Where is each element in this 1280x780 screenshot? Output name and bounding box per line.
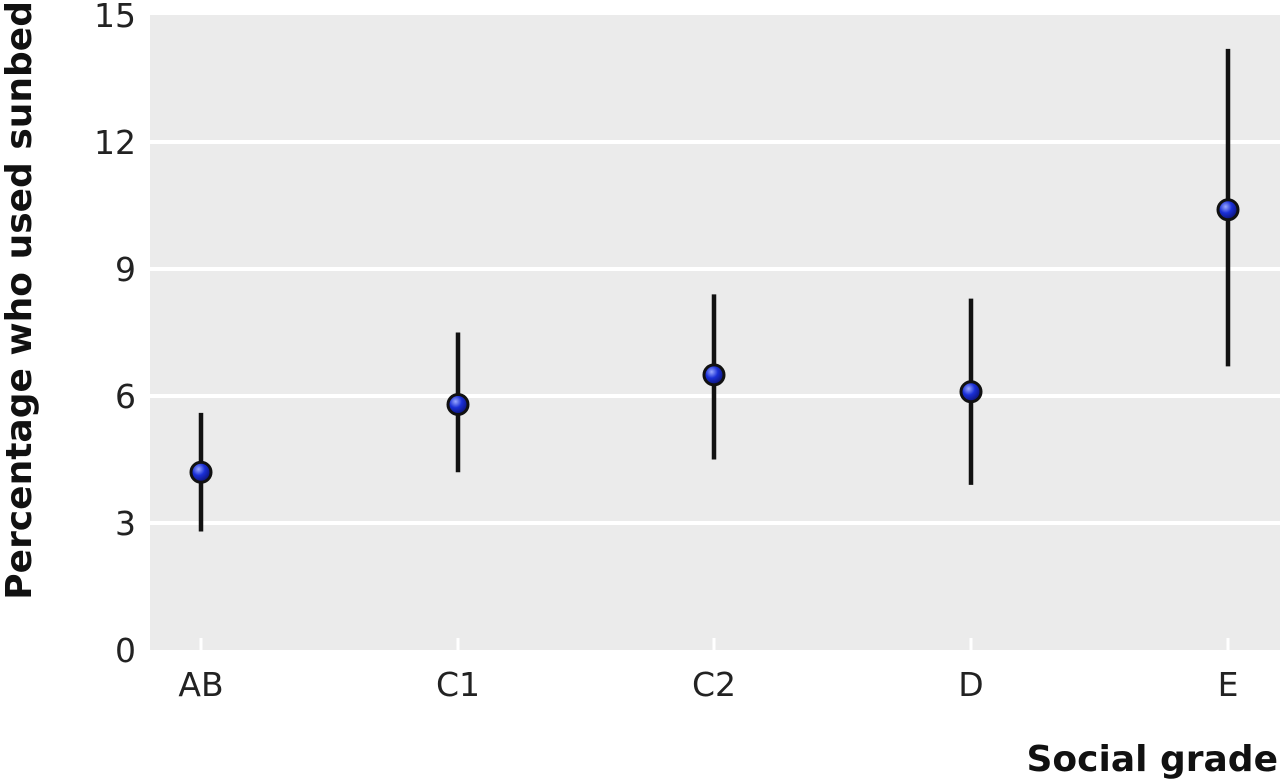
y-tick-label-15: 15 — [94, 0, 136, 35]
x-axis-tick-labels: AB C1 C2 D E — [178, 665, 1238, 704]
x-tick-label-C1: C1 — [436, 665, 480, 704]
x-tick-label-D: D — [958, 665, 983, 704]
y-tick-label-6: 6 — [115, 377, 136, 416]
y-tick-label-9: 9 — [115, 250, 136, 289]
x-axis-title: Social grade — [1026, 739, 1278, 780]
data-points — [189, 198, 1240, 484]
y-axis-title: Percentage who used sunbed — [0, 1, 40, 600]
x-axis-ticks — [199, 638, 1230, 652]
x-tick-label-E: E — [1218, 665, 1239, 704]
y-axis-tick-labels: 0 3 6 9 12 15 — [94, 0, 136, 670]
data-point-E — [1216, 198, 1240, 222]
y-tick-label-12: 12 — [94, 123, 136, 162]
data-point-C1 — [446, 392, 470, 416]
data-point-C2 — [702, 363, 726, 387]
data-point-D — [959, 380, 983, 404]
data-point-AB — [189, 460, 213, 484]
x-tick-label-C2: C2 — [692, 665, 736, 704]
x-tick-label-AB: AB — [178, 665, 223, 704]
y-tick-label-3: 3 — [115, 504, 136, 543]
y-tick-label-0: 0 — [115, 631, 136, 670]
